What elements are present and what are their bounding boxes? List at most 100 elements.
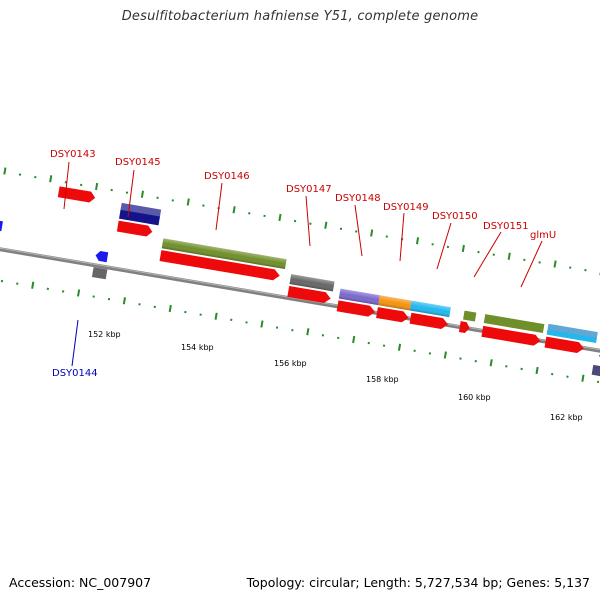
minor-tick xyxy=(156,196,159,199)
gene-block[interactable] xyxy=(463,310,477,322)
minor-tick xyxy=(520,367,523,371)
major-tick xyxy=(49,175,53,183)
minor-tick xyxy=(46,287,49,290)
major-tick xyxy=(535,366,539,375)
cds-arrow[interactable] xyxy=(376,307,409,323)
minor-tick xyxy=(459,357,462,360)
cds-arrow-reverse[interactable] xyxy=(95,250,109,263)
major-tick xyxy=(553,260,557,268)
gene-labels: DSY0143 DSY0145 DSY0146 DSY0147 DSY0148 … xyxy=(50,149,556,379)
gene-label-dsy0143[interactable]: DSY0143 xyxy=(50,149,96,160)
gene-block[interactable] xyxy=(119,208,161,226)
minor-tick xyxy=(474,360,477,363)
gene-label-dsy0148[interactable]: DSY0148 xyxy=(335,193,381,204)
gene-label-dsy0149[interactable]: DSY0149 xyxy=(383,202,429,213)
accession-text: Accession: NC_007907 xyxy=(9,575,152,590)
major-tick xyxy=(443,351,447,359)
minor-tick xyxy=(291,328,294,332)
minor-tick xyxy=(584,269,587,272)
major-tick xyxy=(415,237,420,245)
position-label: 158 kbp xyxy=(366,375,399,384)
minor-tick xyxy=(199,313,202,316)
minor-tick xyxy=(446,245,450,249)
major-tick xyxy=(260,320,264,328)
genome-stats-text: Topology: circular; Length: 5,727,534 bp… xyxy=(246,575,590,590)
minor-tick xyxy=(230,318,233,321)
minor-tick xyxy=(79,183,83,187)
minor-tick xyxy=(202,204,205,207)
minor-tick xyxy=(523,258,526,262)
minor-tick xyxy=(248,212,251,215)
major-tick xyxy=(95,182,99,191)
gene-block[interactable] xyxy=(289,274,335,292)
minor-tick xyxy=(92,295,95,298)
minor-tick xyxy=(431,243,434,246)
major-tick xyxy=(77,289,81,297)
minor-tick xyxy=(538,261,541,264)
cds-arrow[interactable] xyxy=(159,250,281,281)
position-labels: 152 kbp 154 kbp 156 kbp 158 kbp 160 kbp … xyxy=(88,330,583,422)
minor-tick xyxy=(596,380,600,384)
position-label: 154 kbp xyxy=(181,343,214,352)
gene-label-dsy0144[interactable]: DSY0144 xyxy=(52,368,98,379)
map-title: Desulfitobacterium hafniense Y51, comple… xyxy=(121,9,479,24)
minor-tick xyxy=(367,341,370,345)
minor-tick xyxy=(385,235,388,238)
gene-block[interactable] xyxy=(546,329,597,343)
major-tick xyxy=(352,335,356,344)
minor-tick xyxy=(61,290,65,293)
minor-tick xyxy=(153,305,156,309)
cds-arrow[interactable] xyxy=(116,220,153,238)
cds-arrow[interactable] xyxy=(287,286,331,304)
gene-label-dsy0146[interactable]: DSY0146 xyxy=(204,171,250,182)
gene-block[interactable] xyxy=(91,267,108,280)
gene-block[interactable] xyxy=(338,288,451,318)
gene-label-dsy0147[interactable]: DSY0147 xyxy=(286,184,332,195)
gene-block[interactable] xyxy=(161,238,287,270)
gene-block[interactable] xyxy=(120,202,162,217)
cds-arrow[interactable] xyxy=(57,186,96,203)
cds-arrow[interactable] xyxy=(409,312,449,330)
minor-tick xyxy=(245,321,248,324)
position-label: 156 kbp xyxy=(274,359,307,368)
major-tick xyxy=(31,281,35,289)
gene-label-dsy0150[interactable]: DSY0150 xyxy=(432,211,478,222)
gene-label-glmu[interactable]: glmU xyxy=(530,230,556,241)
minor-tick xyxy=(275,326,279,329)
gene-block[interactable] xyxy=(483,314,545,333)
minor-tick xyxy=(492,253,495,256)
minor-tick xyxy=(566,375,569,378)
cds-arrow[interactable] xyxy=(481,325,541,347)
minor-tick xyxy=(184,310,187,314)
minor-tick xyxy=(293,219,297,223)
major-tick xyxy=(397,343,402,351)
minor-tick xyxy=(18,173,22,176)
gene-block[interactable] xyxy=(0,215,3,232)
major-tick xyxy=(324,221,328,229)
minor-tick xyxy=(413,349,416,352)
minor-tick xyxy=(125,191,129,194)
major-tick xyxy=(214,312,218,320)
minor-tick xyxy=(309,222,312,225)
minor-tick xyxy=(171,199,174,202)
gene-block[interactable] xyxy=(591,364,600,379)
gene-label-dsy0151[interactable]: DSY0151 xyxy=(483,221,529,232)
minor-tick xyxy=(339,227,343,230)
major-tick xyxy=(168,304,172,313)
minor-tick xyxy=(428,352,432,355)
cds-arrow[interactable] xyxy=(458,321,471,334)
gene-label-dsy0145[interactable]: DSY0145 xyxy=(115,157,161,168)
minor-tick xyxy=(321,334,325,337)
cds-arrow[interactable] xyxy=(544,336,585,354)
top-strand-features xyxy=(0,202,598,343)
minor-tick xyxy=(382,344,386,347)
major-tick xyxy=(3,167,7,175)
cds-arrow[interactable] xyxy=(336,300,376,317)
minor-tick xyxy=(505,365,508,368)
minor-tick xyxy=(551,372,554,376)
minor-tick xyxy=(34,175,37,179)
position-label: 162 kbp xyxy=(550,413,583,422)
tick-row-bottom xyxy=(0,279,600,384)
minor-tick xyxy=(569,266,572,269)
